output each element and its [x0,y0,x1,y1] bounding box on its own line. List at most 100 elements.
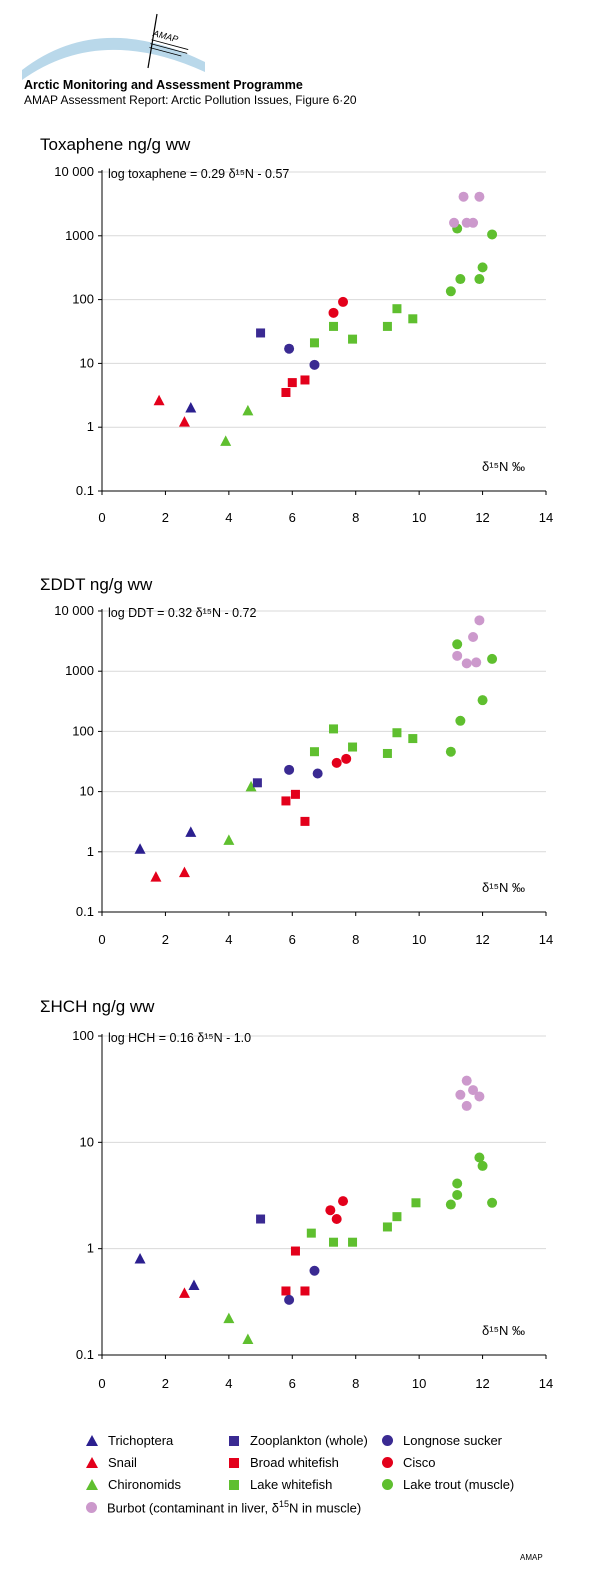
data-point-square [329,1237,339,1247]
data-point-square [309,338,319,348]
data-point-circle [487,1197,498,1208]
data-point-circle [284,764,295,775]
data-point-triangle [134,1252,146,1264]
square-marker-icon [229,1457,239,1468]
data-point-circle [455,1089,466,1100]
x-tick-label: 4 [225,510,232,525]
data-point-circle [445,1199,456,1210]
data-point-triangle [178,416,190,427]
data-point-triangle [242,1333,254,1344]
data-point-circle [452,1178,463,1189]
data-point-square [300,816,310,826]
data-point-square [256,1214,266,1224]
data-point-square [290,1246,300,1256]
x-tick-label: 8 [352,1376,359,1391]
x-tick-label: 10 [412,510,426,525]
chart-panel: ΣDDT ng/g ww 0.1 1 10 100 1000 10 000 0 2 4 6 8 10 12… [40,575,553,947]
data-point-circle [325,1205,336,1216]
data-point-square [348,742,358,752]
y-tick-label: 100 [72,1028,94,1043]
x-tick-label: 6 [289,510,296,525]
legend-label: Broad whitefish [250,1455,339,1470]
data-point-circle [338,296,349,307]
data-point-circle [468,631,479,642]
x-tick-label: 12 [475,510,489,525]
data-point-triangle [178,1287,190,1298]
x-tick-label: 12 [475,932,489,947]
data-point-circle [338,1196,349,1207]
data-point-circle [487,229,498,240]
legend: Trichoptera Zooplankton (whole) Longnose… [0,1425,592,1565]
circle-marker-icon [382,1479,393,1490]
square-marker-icon [229,1435,239,1446]
data-point-circle [461,1075,472,1086]
legend-item-lake-whitefish: Lake whitefish [229,1477,332,1492]
data-point-circle [471,657,482,668]
data-point-square [348,334,358,344]
amap-logo: AMAP [22,13,205,80]
data-point-square [306,1228,316,1238]
data-point-circle [477,695,488,706]
data-point-circle [449,217,460,228]
data-point-square [408,734,418,744]
data-point-square [300,375,310,385]
x-tick-label: 0 [98,1376,105,1391]
x-axis-label: δ¹⁵N ‰ [482,1323,525,1338]
x-tick-label: 10 [412,932,426,947]
data-point-square [348,1237,358,1247]
legend-item-lake-trout: Lake trout (muscle) [382,1477,514,1492]
data-point-square [329,321,339,331]
org-name: Arctic Monitoring and Assessment Program… [24,78,303,92]
data-point-circle [445,746,456,757]
chart-panel: ΣHCH ng/g ww 0.1 1 10 100 0 2 4 6 8 10 12 14 log HCH … [40,997,553,1391]
data-point-square [281,387,291,397]
data-point-circle [461,658,472,669]
data-point-triangle [245,780,257,792]
data-point-circle [452,1189,463,1200]
data-point-circle [458,191,469,202]
chart-panel: Toxaphene ng/g ww 0.1 1 10 100 1000 10 000 0 2 4 6… [40,135,553,525]
data-point-square [392,728,402,738]
x-tick-label: 2 [162,1376,169,1391]
x-axis-label: δ¹⁵N ‰ [482,880,525,895]
legend-label: Trichoptera [108,1433,174,1448]
y-tick-label: 10 [80,1134,94,1149]
data-point-triangle [242,404,254,416]
chart-title: ΣDDT ng/g ww [40,575,153,594]
regression-equation: log HCH = 0.16 δ¹⁵N - 1.0 [108,1031,251,1045]
data-point-square [300,1286,310,1296]
data-point-circle [455,715,466,726]
x-axis-label: δ¹⁵N ‰ [482,459,525,474]
legend-label: Chironomids [108,1477,181,1492]
data-point-circle [474,191,485,202]
y-tick-label: 10 000 [54,164,94,179]
x-tick-label: 4 [225,932,232,947]
x-tick-label: 8 [352,510,359,525]
x-tick-label: 8 [352,932,359,947]
y-tick-label: 0.1 [76,904,94,919]
legend-item-burbot: Burbot (contaminant in liver, δ15N in mu… [86,1499,361,1515]
data-point-circle [455,274,466,285]
legend-item-zooplankton: Zooplankton (whole) [229,1433,368,1448]
x-tick-label: 0 [98,932,105,947]
y-tick-label: 0.1 [76,483,94,498]
data-point-square [382,748,392,758]
x-tick-label: 12 [475,1376,489,1391]
x-tick-label: 0 [98,510,105,525]
data-point-circle [461,1100,472,1111]
x-tick-label: 14 [539,1376,553,1391]
x-tick-label: 2 [162,932,169,947]
data-point-triangle [178,866,190,878]
legend-item-longnose-sucker: Longnose sucker [382,1433,502,1448]
legend-item-chironomids: Chironomids [86,1477,181,1492]
y-tick-label: 0.1 [76,1347,94,1362]
data-point-triangle [153,394,165,406]
legend-label-burbot: Burbot (contaminant in liver, δ15N in mu… [107,1499,362,1516]
data-point-circle [341,753,352,764]
x-tick-label: 2 [162,510,169,525]
regression-equation: log toxaphene = 0.29 δ¹⁵N - 0.57 [108,167,289,181]
legend-label: Snail [108,1455,137,1470]
triangle-marker-icon [86,1479,98,1490]
